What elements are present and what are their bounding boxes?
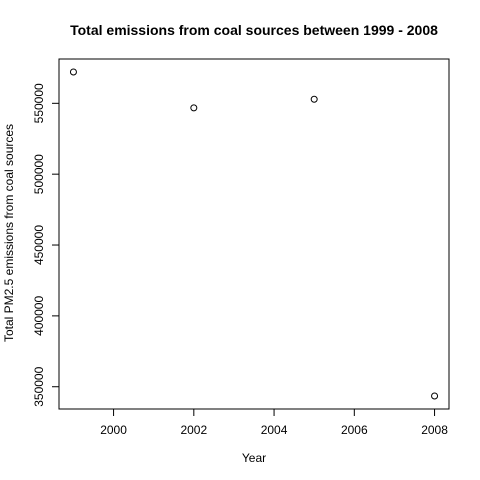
data-point bbox=[69, 68, 77, 76]
data-points bbox=[69, 68, 439, 400]
x-tick-label: 2004 bbox=[261, 423, 288, 437]
x-tick-label: 2002 bbox=[180, 423, 207, 437]
plot-frame bbox=[58, 58, 450, 410]
y-tick-label: 400000 bbox=[32, 296, 46, 336]
y-tick-label: 350000 bbox=[32, 366, 46, 406]
chart-title: Total emissions from coal sources betwee… bbox=[70, 22, 438, 38]
y-tick-label: 450000 bbox=[32, 225, 46, 265]
y-tick-label: 500000 bbox=[32, 154, 46, 194]
y-tick-label: 550000 bbox=[32, 83, 46, 123]
data-point bbox=[310, 95, 318, 103]
x-tick-label: 2008 bbox=[421, 423, 448, 437]
x-axis: 2000 2002 2004 2006 2008 bbox=[100, 408, 448, 437]
data-point bbox=[190, 104, 198, 112]
data-point bbox=[431, 392, 439, 400]
x-axis-label: Year bbox=[242, 451, 266, 465]
y-axis-label: Total PM2.5 emissions from coal sources bbox=[2, 124, 16, 342]
y-axis: 350000 400000 450000 500000 550000 bbox=[32, 83, 60, 407]
x-tick-label: 2000 bbox=[100, 423, 127, 437]
x-tick-label: 2006 bbox=[341, 423, 368, 437]
